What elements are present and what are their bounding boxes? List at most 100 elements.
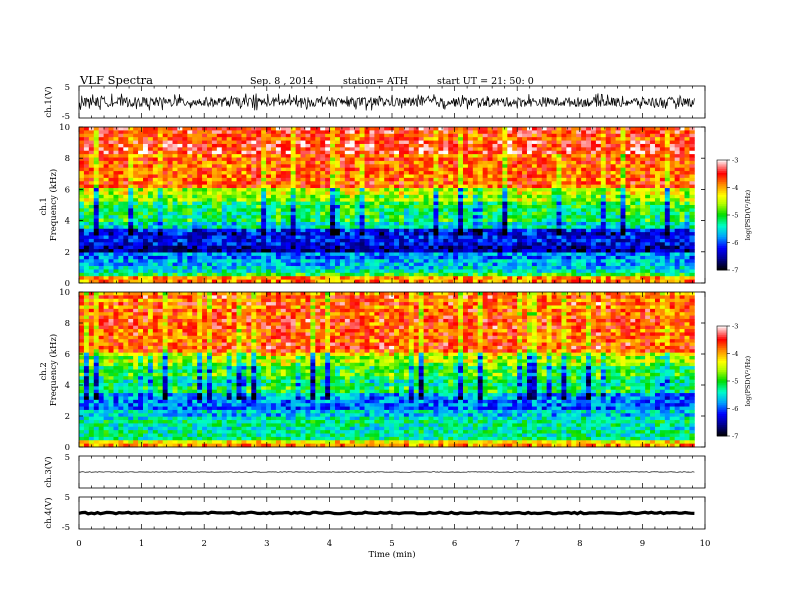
spec1-cell bbox=[398, 191, 405, 196]
spec1-cell bbox=[689, 225, 695, 230]
spec1-cell bbox=[128, 235, 134, 240]
spec1-cell bbox=[197, 255, 203, 260]
spec1-cell bbox=[654, 137, 661, 141]
spec1-cell bbox=[118, 137, 124, 141]
spec1-cell bbox=[123, 154, 129, 158]
spec1-cell bbox=[177, 194, 183, 199]
spec1-cell bbox=[187, 232, 193, 236]
spec1-cell bbox=[576, 181, 582, 186]
spec1-cell bbox=[590, 238, 597, 243]
spec1-cell bbox=[256, 242, 262, 247]
spec1-cell bbox=[241, 143, 247, 148]
spec1-cell bbox=[630, 245, 636, 250]
spec1-cell bbox=[438, 205, 444, 209]
spec1-cell bbox=[300, 181, 306, 186]
spec1-cell bbox=[202, 235, 208, 240]
spec1-cell bbox=[522, 127, 528, 131]
spec1-cell bbox=[398, 184, 405, 189]
spec1-cell bbox=[226, 188, 233, 192]
spec1-cell bbox=[330, 133, 336, 138]
spec1-cell bbox=[546, 130, 552, 135]
spec1-cell bbox=[502, 137, 508, 141]
spec1-cell bbox=[590, 157, 597, 162]
spec1-cell bbox=[546, 150, 552, 155]
spec1-cell bbox=[571, 160, 577, 165]
spec1-cell bbox=[502, 235, 508, 240]
spec1-cell bbox=[566, 127, 572, 131]
spec1-cell bbox=[458, 150, 464, 155]
spec1-cell bbox=[374, 194, 380, 199]
spec1-cell bbox=[645, 133, 651, 138]
spec1-cell bbox=[251, 174, 257, 179]
spec1-cell bbox=[684, 218, 690, 223]
spec1-cell bbox=[526, 238, 533, 243]
spec1-cell bbox=[590, 249, 597, 253]
spec1-cell bbox=[384, 174, 390, 179]
spec1-cell bbox=[398, 252, 405, 257]
spec1-cell bbox=[266, 205, 272, 209]
spec1-cell bbox=[551, 171, 557, 175]
spec1-cell bbox=[477, 215, 484, 219]
spec1-cell bbox=[290, 167, 296, 172]
spec1-cell bbox=[275, 181, 282, 186]
spec1-cell bbox=[551, 232, 557, 236]
spec1-cell bbox=[551, 130, 557, 135]
spec1-cell bbox=[138, 184, 144, 189]
spec1-cell bbox=[448, 249, 454, 253]
spec1-cell bbox=[187, 211, 193, 216]
spec1-cell bbox=[354, 188, 360, 192]
spec1-cell bbox=[334, 137, 341, 141]
spec1-cell bbox=[403, 177, 410, 182]
spec1-cell bbox=[364, 130, 370, 135]
spec1-cell bbox=[472, 191, 479, 196]
spec1-cell bbox=[571, 198, 577, 203]
spec1-cell bbox=[526, 201, 533, 206]
spec1-cell bbox=[536, 218, 543, 223]
spec1-cell bbox=[497, 205, 503, 209]
spec1-cell bbox=[394, 181, 400, 186]
spec1-cell bbox=[123, 184, 129, 189]
spec1-cell bbox=[138, 140, 144, 145]
spec1-cell bbox=[541, 211, 548, 216]
spec1-cell bbox=[531, 205, 538, 209]
spec1-cell bbox=[359, 133, 365, 138]
spec1-cell bbox=[285, 228, 292, 233]
spec1-cell bbox=[305, 171, 311, 175]
spec1-cell bbox=[162, 249, 169, 253]
spec1-cell bbox=[374, 147, 380, 152]
spec1-cell bbox=[453, 188, 459, 192]
spec1-cell bbox=[566, 255, 572, 260]
spec1-cell bbox=[143, 150, 149, 155]
spec1-cell bbox=[443, 232, 449, 236]
spec1-cell bbox=[561, 242, 567, 247]
spec1-cell bbox=[226, 245, 233, 250]
spec1-cell bbox=[256, 143, 262, 148]
spec1-cell bbox=[541, 249, 548, 253]
spec1-cell bbox=[334, 238, 341, 243]
spec1-cell bbox=[522, 154, 528, 158]
spec1-cell bbox=[275, 208, 282, 213]
spec1-cell bbox=[221, 218, 228, 223]
spec1-cell bbox=[83, 137, 90, 141]
spec1-cell bbox=[98, 225, 105, 230]
spec1-cell bbox=[536, 164, 543, 169]
spec1-cell bbox=[202, 198, 208, 203]
spec1-cell bbox=[202, 147, 208, 152]
spec1-cell bbox=[487, 198, 493, 203]
spec1-cell bbox=[354, 127, 360, 131]
spec1-cell bbox=[330, 235, 336, 240]
spec1-cell bbox=[462, 160, 469, 165]
spec1-cell bbox=[93, 218, 100, 223]
spec1-cell bbox=[354, 191, 360, 196]
spec1-cell bbox=[152, 201, 159, 206]
spec1-cell bbox=[349, 228, 356, 233]
spec1-cell bbox=[290, 208, 296, 213]
spec1-cell bbox=[83, 191, 90, 196]
spec1-cell bbox=[394, 177, 400, 182]
spec1-cell bbox=[443, 133, 449, 138]
spec1-cell bbox=[162, 174, 169, 179]
spec1-cell bbox=[408, 150, 415, 155]
spec1-cell bbox=[448, 184, 454, 189]
spec1-cell bbox=[103, 215, 109, 219]
spec1-cell bbox=[236, 194, 242, 199]
